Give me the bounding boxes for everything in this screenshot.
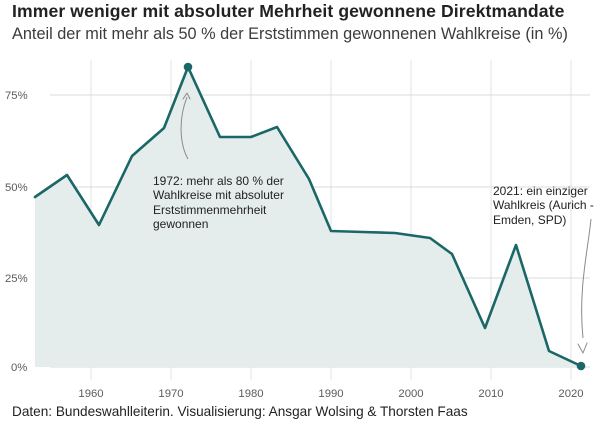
svg-text:1970: 1970 [158, 388, 183, 400]
svg-text:1980: 1980 [238, 388, 263, 400]
svg-text:50%: 50% [5, 182, 28, 194]
svg-text:1990: 1990 [318, 388, 343, 400]
svg-text:2020: 2020 [558, 388, 583, 400]
svg-text:2010: 2010 [478, 388, 503, 400]
svg-text:1960: 1960 [78, 388, 103, 400]
svg-text:2000: 2000 [398, 388, 423, 400]
svg-text:0%: 0% [11, 362, 27, 374]
svg-text:25%: 25% [5, 273, 28, 285]
svg-text:75%: 75% [5, 90, 28, 102]
